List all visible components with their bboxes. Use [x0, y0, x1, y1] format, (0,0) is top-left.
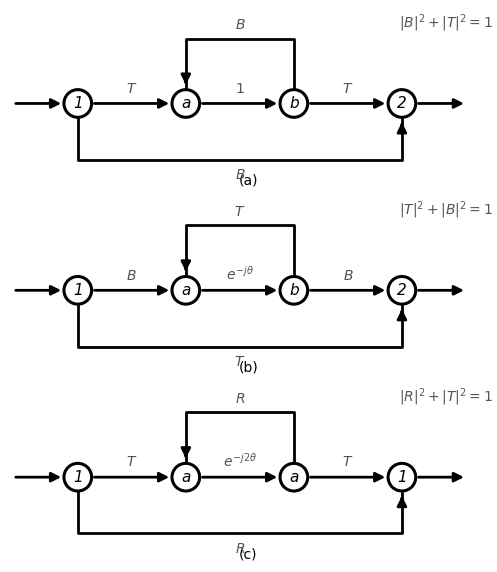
- Text: $T$: $T$: [126, 455, 138, 470]
- Text: 1: 1: [73, 470, 83, 484]
- Text: $T$: $T$: [342, 82, 353, 96]
- Circle shape: [64, 276, 91, 304]
- Circle shape: [280, 90, 308, 117]
- Text: $B$: $B$: [235, 18, 245, 32]
- Text: $R$: $R$: [235, 392, 245, 406]
- Text: $T$: $T$: [234, 205, 246, 219]
- Text: (a): (a): [239, 174, 258, 188]
- Text: $e^{-j\theta}$: $e^{-j\theta}$: [226, 265, 254, 283]
- Circle shape: [172, 90, 200, 117]
- Text: $B$: $B$: [126, 268, 137, 283]
- Text: a: a: [181, 470, 190, 484]
- Circle shape: [64, 90, 91, 117]
- Circle shape: [172, 276, 200, 304]
- Circle shape: [388, 276, 416, 304]
- Circle shape: [280, 463, 308, 491]
- Text: (b): (b): [239, 360, 258, 375]
- Text: (c): (c): [239, 547, 258, 562]
- Circle shape: [64, 463, 91, 491]
- Text: 2: 2: [397, 96, 407, 111]
- Text: $e^{-j2\theta}$: $e^{-j2\theta}$: [223, 451, 257, 470]
- Text: a: a: [181, 283, 190, 298]
- Text: a: a: [181, 96, 190, 111]
- Text: 1: 1: [73, 96, 83, 111]
- Circle shape: [280, 276, 308, 304]
- Circle shape: [172, 463, 200, 491]
- Text: b: b: [289, 283, 299, 298]
- Text: 1: 1: [397, 470, 407, 484]
- Text: $R$: $R$: [235, 542, 245, 556]
- Text: $B$: $B$: [342, 268, 353, 283]
- Circle shape: [388, 90, 416, 117]
- Text: b: b: [289, 96, 299, 111]
- Text: $T$: $T$: [126, 82, 138, 96]
- Text: $T$: $T$: [342, 455, 353, 470]
- Text: $|T|^2 + |B|^2 = 1$: $|T|^2 + |B|^2 = 1$: [399, 200, 493, 221]
- Text: a: a: [289, 470, 299, 484]
- Circle shape: [388, 463, 416, 491]
- Text: $T$: $T$: [234, 355, 246, 369]
- Text: $|B|^2 + |T|^2 = 1$: $|B|^2 + |T|^2 = 1$: [399, 13, 493, 34]
- Text: $1$: $1$: [235, 82, 245, 96]
- Text: 1: 1: [73, 283, 83, 298]
- Text: 2: 2: [397, 283, 407, 298]
- Text: $B$: $B$: [235, 168, 245, 182]
- Text: $|R|^2 + |T|^2 = 1$: $|R|^2 + |T|^2 = 1$: [399, 387, 493, 408]
